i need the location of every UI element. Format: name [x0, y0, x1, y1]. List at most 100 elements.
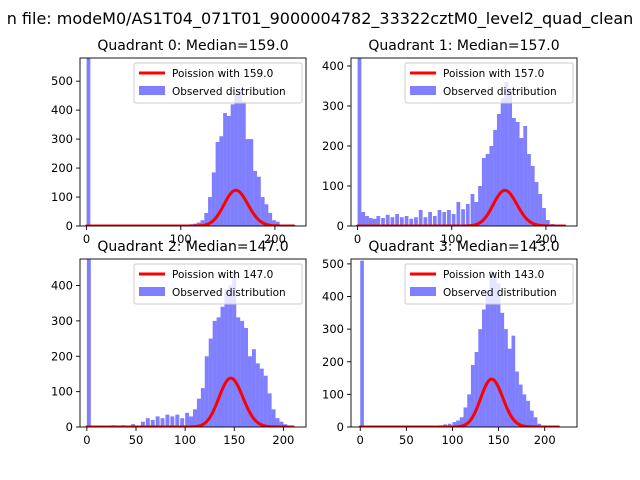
observed-bar — [511, 335, 516, 427]
observed-bar — [264, 204, 269, 226]
y-tick-label: 100 — [51, 190, 73, 204]
observed-bar — [236, 317, 241, 427]
x-tick-label: 0 — [83, 232, 90, 246]
observed-bar — [515, 371, 519, 427]
observed-bar — [381, 218, 385, 226]
observed-bar — [447, 210, 451, 226]
x-tick-label: 200 — [534, 433, 556, 447]
observed-bar — [165, 414, 170, 427]
observed-bar — [485, 289, 490, 427]
y-tick-label: 0 — [66, 420, 73, 434]
observed-bar — [230, 104, 235, 226]
observed-bar — [418, 210, 423, 226]
quadrant-1-legend: Poission with 157.0 Observed distributio… — [404, 62, 574, 104]
observed-bar — [150, 419, 155, 427]
y-tick-label: 200 — [322, 139, 344, 153]
quadrant-2-legend: Poission with 147.0 Observed distributio… — [133, 263, 303, 305]
axes-frame — [350, 258, 578, 428]
observed-bar — [170, 416, 175, 427]
y-tick-label: 300 — [51, 132, 73, 146]
quadrant-1-panel: Quadrant 1: Median=157.0 0 100 200 0 100 200 3… — [322, 38, 578, 246]
observed-bar — [219, 136, 224, 226]
observed-bar — [504, 329, 508, 427]
observed-bar — [240, 320, 245, 427]
observed-bar — [175, 414, 180, 427]
quadrant-3-legend-poisson-label: Poission with 143.0 — [443, 269, 544, 281]
observed-bar — [365, 216, 369, 226]
observed-bar — [193, 409, 197, 427]
observed-bar — [489, 146, 494, 226]
y-tick-label: 0 — [66, 219, 73, 233]
observed-bar — [463, 407, 468, 427]
y-tick-label: 500 — [51, 74, 73, 88]
quadrant-3-legend-box — [404, 263, 574, 305]
observed-bar — [395, 214, 400, 226]
observed-bar — [534, 182, 539, 226]
observed-bar — [485, 154, 490, 226]
observed-bar — [461, 209, 465, 226]
x-tick-label: 0 — [357, 433, 364, 447]
quadrant-0-marks — [85, 58, 296, 226]
axes-frame — [350, 57, 578, 227]
quadrant-1-legend-observed-label: Observed distribution — [443, 86, 557, 98]
observed-bar — [527, 154, 531, 226]
observed-bar — [456, 420, 460, 427]
observed-bar — [467, 394, 471, 427]
quadrant-0-legend-observed-swatch — [139, 86, 165, 95]
y-tick-label: 300 — [51, 314, 73, 328]
y-tick-label: 400 — [322, 290, 344, 304]
quadrant-0-legend-observed-label: Observed distribution — [172, 86, 286, 98]
y-tick-label: 0 — [337, 420, 344, 434]
observed-bar — [211, 172, 216, 226]
observed-bar — [432, 216, 437, 226]
x-tick-label: 150 — [488, 433, 510, 447]
observed-bar — [196, 398, 201, 427]
observed-bar — [228, 285, 233, 427]
observed-bar — [232, 271, 237, 427]
observed-bar — [496, 283, 501, 427]
y-tick-label: 400 — [322, 59, 344, 73]
x-tick-label: 150 — [223, 433, 245, 447]
y-tick-label: 0 — [337, 219, 344, 233]
observed-bar — [249, 139, 254, 226]
observed-bar — [259, 368, 264, 427]
x-tick-label: 100 — [441, 232, 463, 246]
observed-bar — [493, 273, 497, 427]
observed-bar — [404, 216, 409, 226]
observed-bar — [86, 259, 91, 427]
observed-bar — [361, 212, 366, 226]
observed-bar — [504, 82, 509, 226]
observed-bar — [390, 217, 395, 226]
quadrant-1-legend-box — [404, 62, 574, 104]
x-tick-label: 100 — [441, 433, 463, 447]
quadrant-2-legend-poisson-label: Poission with 147.0 — [172, 269, 273, 281]
quadrant-2-panel: Quadrant 2: Median=147.0 0 50 100 150 200 0 10… — [51, 239, 307, 447]
observed-bar — [200, 388, 205, 427]
observed-bar — [245, 139, 250, 226]
observed-bar — [224, 289, 229, 427]
y-tick-label: 100 — [322, 387, 344, 401]
observed-bar — [215, 142, 220, 226]
observed-bar — [452, 422, 457, 427]
observed-bar — [238, 89, 242, 226]
observed-bar — [241, 101, 246, 226]
observed-bar — [248, 356, 252, 427]
observed-bar — [512, 118, 516, 226]
quadrant-0-title: Quadrant 0: Median=159.0 — [97, 38, 288, 54]
observed-bar — [481, 158, 486, 226]
observed-bar — [523, 126, 528, 226]
observed-bar — [275, 418, 280, 427]
observed-bar — [145, 418, 150, 427]
observed-bar — [478, 186, 482, 226]
figure-title: n file: modeM0/AS1T04_071T01_9000004782_… — [7, 9, 634, 29]
observed-bar — [267, 393, 272, 427]
observed-bar — [545, 220, 550, 226]
observed-bar — [204, 356, 209, 427]
x-tick-label: 0 — [354, 232, 361, 246]
quadrant-1-legend-observed-swatch — [410, 86, 436, 95]
observed-bar — [537, 423, 542, 427]
observed-bar — [212, 320, 217, 427]
observed-bar — [399, 217, 404, 226]
quadrant-2-title: Quadrant 2: Median=147.0 — [97, 239, 288, 255]
observed-bar — [155, 416, 160, 427]
